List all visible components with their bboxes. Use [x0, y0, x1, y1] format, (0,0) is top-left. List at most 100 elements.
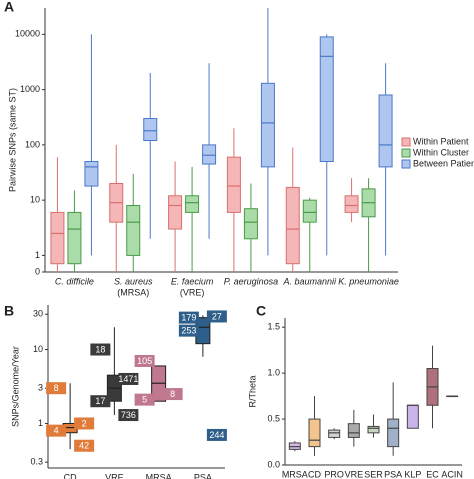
x-tick-label: PRO	[324, 469, 344, 479]
x-tick-label: E. faecium	[171, 276, 214, 286]
box	[344, 195, 359, 213]
count-label: 253	[181, 326, 196, 336]
x-tick-label: A. baumannii	[282, 276, 337, 286]
x-tick-label: MRSA	[146, 472, 172, 479]
count-label-box	[134, 354, 155, 367]
count-label: 18	[95, 344, 105, 354]
box	[50, 211, 65, 265]
count-label: 8	[54, 383, 59, 393]
y-tick-label: 0	[35, 266, 40, 276]
y-tick-label: 1.5	[267, 322, 280, 332]
x-tick-label: CD	[308, 469, 321, 479]
y-tick-label: 10000	[15, 29, 40, 39]
x-tick-label: CD	[64, 472, 77, 479]
legend-swatch	[401, 137, 411, 147]
count-label-box	[90, 395, 111, 408]
y-tick-label: 10	[33, 344, 43, 354]
x-tick-label: VRE	[345, 469, 364, 479]
box	[243, 208, 258, 240]
x-tick-label: EC	[426, 469, 439, 479]
count-label-box	[162, 388, 183, 401]
y-tick-label: 10	[30, 195, 40, 205]
y-axis-title: SNPs/Genome/Year	[10, 346, 20, 427]
box	[168, 195, 183, 230]
y-axis-title: R/Theta	[247, 375, 257, 407]
x-tick-sublabel: (VRE)	[180, 287, 205, 297]
legend-label: Within Patient	[413, 136, 469, 146]
x-tick-label: PSA	[194, 472, 212, 479]
box	[260, 82, 275, 168]
count-label: 27	[212, 311, 222, 321]
y-axis-title: Pairwise SNPs (same ST)	[7, 88, 17, 192]
count-label-box	[206, 310, 227, 323]
box	[285, 186, 300, 265]
count-label: 17	[95, 396, 105, 406]
x-tick-label: MRSA	[282, 469, 308, 479]
x-tick-label: PSA	[384, 469, 402, 479]
box	[328, 429, 341, 438]
y-tick-label: 3	[38, 383, 43, 393]
y-tick-label: 1	[35, 250, 40, 260]
count-label: 1471	[118, 374, 138, 384]
count-label: 42	[79, 441, 89, 451]
count-label-box	[74, 439, 95, 452]
box	[308, 418, 321, 448]
count-label: 4	[54, 426, 59, 436]
count-label: 105	[137, 356, 152, 366]
legend-label: Within Cluster	[413, 147, 469, 157]
y-tick-label: 100	[25, 139, 40, 149]
x-tick-label: ACIN	[441, 469, 463, 479]
box	[202, 144, 217, 165]
box	[378, 94, 393, 168]
y-tick-label: 0.3	[30, 457, 43, 467]
x-tick-sublabel: (MRSA)	[117, 287, 149, 297]
count-label: 5	[142, 395, 147, 405]
box	[143, 118, 158, 142]
x-tick-label: C. difficile	[55, 276, 94, 286]
x-tick-label: P. aeruginosa	[224, 276, 278, 286]
y-tick-label: 1000	[20, 84, 40, 94]
count-label: 736	[121, 410, 136, 420]
y-tick-label: 0.5	[267, 413, 280, 423]
y-tick-label: 1	[38, 418, 43, 428]
x-tick-label: KLP	[404, 469, 421, 479]
box	[387, 418, 400, 448]
x-tick-label: S. aureus	[114, 276, 153, 286]
count-label-box	[46, 382, 67, 395]
count-label-box	[178, 311, 199, 324]
count-label-box	[118, 409, 139, 422]
box	[226, 156, 241, 213]
legend-swatch	[401, 148, 411, 158]
y-tick-label: 0.0	[267, 459, 280, 469]
count-label-box	[46, 424, 67, 437]
count-label: 8	[170, 389, 175, 399]
box	[406, 404, 419, 429]
legend-label: Between Patient	[413, 158, 474, 168]
count-label-box	[90, 343, 111, 356]
count-label: 244	[209, 430, 224, 440]
box	[302, 199, 317, 223]
count-label: 2	[82, 418, 87, 428]
y-tick-label: 1.0	[267, 368, 280, 378]
legend-swatch	[401, 159, 411, 169]
box	[185, 195, 200, 213]
count-label: 179	[181, 312, 196, 322]
count-label-box	[206, 428, 227, 441]
box	[67, 211, 82, 265]
count-label-box	[118, 372, 139, 385]
panel-label: B	[4, 303, 14, 319]
box	[319, 36, 334, 163]
panel-label: C	[256, 303, 266, 319]
box	[126, 205, 141, 256]
panel-label: A	[4, 0, 14, 15]
box	[367, 425, 380, 434]
x-tick-label: K. pneumoniae	[338, 276, 399, 286]
count-label-box	[74, 417, 95, 430]
x-tick-label: VRE	[105, 472, 124, 479]
box	[84, 161, 99, 187]
box	[347, 423, 360, 438]
count-label-box	[178, 324, 199, 337]
x-tick-label: SER	[364, 469, 383, 479]
count-label-box	[134, 393, 155, 406]
